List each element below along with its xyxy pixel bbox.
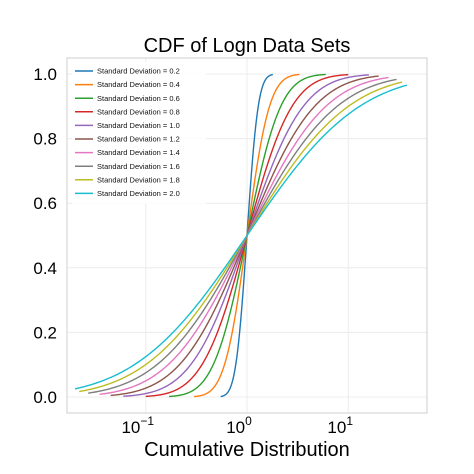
legend-entry-label: Standard Deviation = 2.0 [97,189,180,198]
x-tick-exponent: 0 [245,414,252,428]
legend-entry-label: Standard Deviation = 0.4 [97,80,180,89]
chart-title: CDF of Logn Data Sets [144,35,351,57]
y-tick-label: 0.4 [33,259,57,278]
y-tick-label: 0.8 [33,130,57,149]
legend-entry-label: Standard Deviation = 0.8 [97,107,180,116]
x-tick-exponent: 1 [346,414,353,428]
legend-box [72,62,206,204]
y-tick-label: 0.6 [33,194,57,213]
legend-entry-label: Standard Deviation = 0.6 [97,94,180,103]
plot-frame [66,57,428,414]
tick-layer: 0.00.20.40.60.81.010−1 100 101 [33,65,353,437]
legend: Standard Deviation = 0.2 Standard Deviati… [72,62,206,204]
x-tick-label: 10−1 [121,414,154,437]
legend-entry-label: Standard Deviation = 1.4 [97,148,180,157]
x-tick-base: 10 [327,418,346,437]
series-layer [74,73,408,398]
legend-entry-label: Standard Deviation = 0.2 [97,67,180,76]
legend-entry-label: Standard Deviation = 1.6 [97,162,180,171]
x-tick-base: 10 [226,418,245,437]
x-tick-label: 100 [226,414,252,437]
legend-entry-label: Standard Deviation = 1.0 [97,121,180,130]
y-tick-label: 1.0 [33,65,57,84]
series-line [74,84,408,390]
x-tick-exponent: −1 [140,414,154,428]
x-tick-label: 101 [327,414,353,437]
y-tick-label: 0.0 [33,388,57,407]
x-axis-label: Cumulative Distribution [144,439,350,461]
legend-entry-label: Standard Deviation = 1.8 [97,175,180,184]
y-tick-label: 0.2 [33,323,57,342]
legend-entry-label: Standard Deviation = 1.2 [97,135,180,144]
x-tick-base: 10 [121,418,140,437]
